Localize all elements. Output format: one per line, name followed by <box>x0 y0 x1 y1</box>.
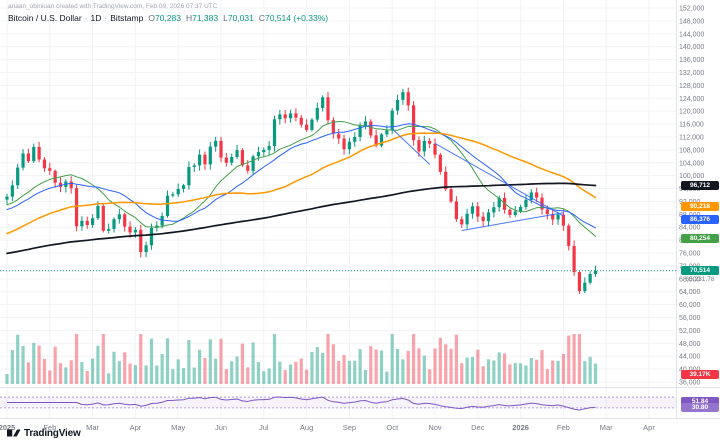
tradingview-logo[interactable]: TradingView <box>7 427 81 439</box>
svg-text:124,000: 124,000 <box>679 96 704 103</box>
svg-text:64,000: 64,000 <box>679 289 701 296</box>
svg-text:100,000: 100,000 <box>679 173 704 180</box>
svg-text:Aug: Aug <box>300 423 313 432</box>
svg-text:Apr: Apr <box>130 423 142 432</box>
tradingview-logo-text: TradingView <box>24 427 81 439</box>
svg-text:Oct: Oct <box>386 423 399 432</box>
svg-text:2026: 2026 <box>512 423 529 432</box>
svg-text:Feb: Feb <box>557 423 570 432</box>
low-value: 70,031 <box>227 13 254 23</box>
open-value: 70,283 <box>154 13 181 23</box>
price-axis[interactable] <box>676 0 720 418</box>
svg-text:84,000: 84,000 <box>679 225 701 232</box>
svg-text:Sep: Sep <box>343 423 356 432</box>
svg-text:Jul: Jul <box>259 423 269 432</box>
svg-text:120,000: 120,000 <box>679 109 704 116</box>
high-value: 71,383 <box>192 13 219 23</box>
open-label: O <box>148 13 155 23</box>
low-label: L <box>223 13 228 23</box>
attribution-text: ariaan_obiniuan created with TradingView… <box>8 3 218 10</box>
close-value: 70,514 <box>264 13 291 23</box>
svg-text:104,000: 104,000 <box>679 160 704 167</box>
legend: Bitcoin / U.S. Dollar · 1D · Bitstamp O70,283… <box>8 13 328 23</box>
time-axis[interactable] <box>0 419 676 444</box>
exchange[interactable]: Bitstamp <box>110 13 144 23</box>
svg-text:152,000: 152,000 <box>679 6 704 13</box>
svg-text:Dec: Dec <box>471 423 485 432</box>
svg-text:144,000: 144,000 <box>679 31 704 38</box>
timeframe[interactable]: 1D <box>90 13 102 23</box>
svg-text:112,000: 112,000 <box>679 134 704 141</box>
symbol-title[interactable]: Bitcoin / U.S. Dollar <box>8 13 82 23</box>
svg-text:Jun: Jun <box>215 423 227 432</box>
svg-text:52,000: 52,000 <box>679 328 701 335</box>
svg-text:148,000: 148,000 <box>679 18 704 25</box>
svg-text:108,000: 108,000 <box>679 147 704 154</box>
svg-text:76,000: 76,000 <box>679 251 701 258</box>
svg-text:116,000: 116,000 <box>679 122 704 129</box>
svg-text:36,000: 36,000 <box>679 380 701 387</box>
legend-separator: · <box>104 13 108 23</box>
svg-text:60,000: 60,000 <box>679 302 701 309</box>
svg-text:2025: 2025 <box>0 423 15 432</box>
close-label: C <box>258 13 265 23</box>
tradingview-logo-icon <box>7 429 21 437</box>
svg-text:132,000: 132,000 <box>679 70 704 77</box>
high-label: H <box>185 13 193 23</box>
svg-text:Feb: Feb <box>43 423 56 432</box>
svg-text:Nov: Nov <box>428 423 442 432</box>
svg-text:128,000: 128,000 <box>679 83 704 90</box>
svg-text:136,000: 136,000 <box>679 57 704 64</box>
change-percent: (+0.33%) <box>293 13 329 23</box>
svg-text:May: May <box>171 423 185 432</box>
svg-text:68,000: 68,000 <box>679 276 701 283</box>
legend-separator: · <box>84 13 88 23</box>
svg-text:140,000: 140,000 <box>679 44 704 51</box>
svg-text:56,000: 56,000 <box>679 315 701 322</box>
svg-text:Mar: Mar <box>86 423 99 432</box>
svg-text:48,000: 48,000 <box>679 341 701 348</box>
svg-text:44,000: 44,000 <box>679 354 701 361</box>
svg-text:Apr: Apr <box>643 423 655 432</box>
svg-text:Mar: Mar <box>600 423 613 432</box>
